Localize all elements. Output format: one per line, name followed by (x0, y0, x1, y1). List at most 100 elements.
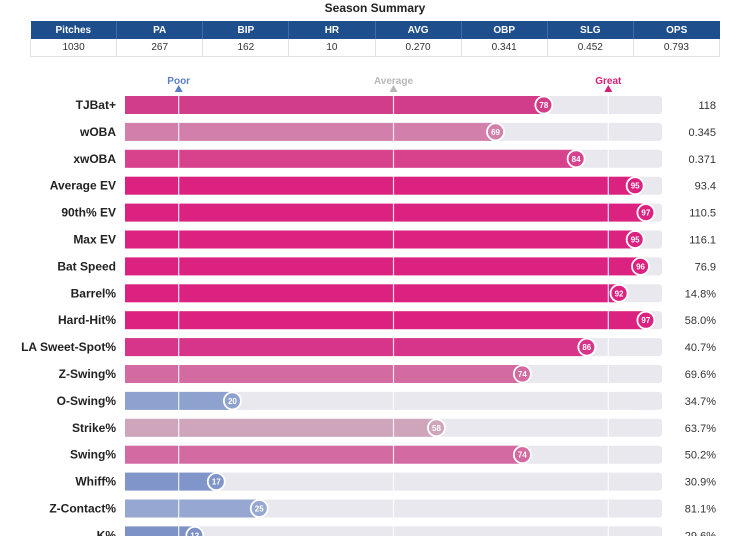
stat-value-k: 29.6% (685, 530, 716, 536)
bar-hard-hit (125, 311, 646, 330)
metric-label-z-contact: Z-Contact% (49, 502, 116, 516)
scale-marker-average (389, 85, 398, 92)
summary-header-pa: PA (116, 21, 204, 39)
stat-value-max-ev: 116.1 (689, 235, 716, 247)
percentile-dot-z-swing (512, 364, 532, 384)
stat-value-90th-ev: 110.5 (689, 208, 716, 220)
summary-value-ops: 0.793 (633, 39, 721, 57)
percentile-dot-max-ev (625, 230, 645, 249)
percentile-label-whiff: 17 (212, 478, 221, 487)
season-summary-table: Pitches PA BIP HR AVG OBP SLG OPS 1030 267 162 10 0… (29, 21, 721, 57)
scale-label-average: Average (374, 76, 414, 87)
percentile-dots: 78 69 84 95 97 95 96 92 97 86 74 20 58 74 17 25 13 (185, 95, 656, 536)
stat-value-z-swing: 69.6% (685, 369, 716, 381)
metric-label-whiff: Whiff% (75, 475, 116, 489)
percentile-label-woba: 69 (491, 128, 500, 137)
summary-value-avg: 0.270 (375, 39, 462, 57)
percentile-label-average-ev: 95 (631, 182, 640, 191)
percentile-dot-woba (486, 122, 505, 142)
summary-value-pitches: 1030 (29, 39, 118, 57)
reference-lines (178, 94, 609, 536)
summary-value-slg: 0.452 (547, 39, 634, 57)
bar-la-sweet-spot (125, 338, 587, 357)
percentile-label-swing: 74 (518, 451, 527, 460)
percentile-label-la-sweet-spot: 86 (582, 343, 591, 352)
bar-whiff (125, 472, 217, 491)
percentile-label-bat-speed: 96 (636, 262, 645, 271)
percentile-label-hard-hit: 97 (641, 316, 650, 325)
stat-value-z-contact: 81.1% (685, 504, 716, 516)
summary-value-obp: 0.341 (461, 39, 548, 57)
summary-header-avg: AVG (375, 21, 462, 39)
metric-label-la-sweet-spot: LA Sweet-Spot% (21, 340, 116, 354)
stat-value-bat-speed: 76.9 (695, 261, 716, 273)
summary-header-obp: OBP (461, 21, 548, 39)
stat-value-hard-hit: 58.0% (685, 315, 716, 327)
metric-label-bat-speed: Bat Speed (57, 259, 116, 273)
metric-label-barrel: Barrel% (71, 286, 117, 300)
percentile-dot-la-sweet-spot (577, 337, 597, 357)
summary-value-hr: 10 (288, 39, 376, 57)
percentile-dot-k (185, 526, 205, 536)
summary-header-slg: SLG (547, 21, 634, 39)
percentile-label-max-ev: 95 (631, 236, 640, 245)
bar-z-swing (125, 365, 523, 383)
metric-label-tjbat: TJBat+ (76, 98, 116, 112)
scale-label-great: Great (595, 76, 622, 87)
scale-marker-great (604, 85, 613, 92)
stat-value-strike: 63.7% (685, 423, 716, 435)
metric-label-k: K% (97, 528, 117, 536)
summary-header-hr: HR (288, 21, 376, 39)
metric-label-average-ev: Average EV (50, 179, 116, 193)
bar-average-ev (125, 176, 636, 195)
stat-value-la-sweet-spot: 40.7% (685, 342, 716, 354)
summary-header-pitches: Pitches (30, 21, 118, 39)
stat-value-woba: 0.345 (688, 127, 716, 139)
percentile-dot-barrel (609, 283, 629, 303)
percentile-dot-xwoba (566, 149, 586, 169)
metric-label-woba: wOBA (79, 125, 116, 139)
percentile-dot-tjbat (534, 95, 554, 115)
summary-header-row: Pitches PA BIP HR AVG OBP SLG OPS (30, 21, 720, 39)
metric-label-xwoba: xwOBA (73, 152, 116, 166)
percentile-label-o-swing: 20 (228, 397, 237, 406)
metric-label-90th-ev: 90th% EV (61, 206, 116, 220)
percentile-rows: TJBat+ 118 wOBA 0.345 xwOBA 0.371 Average EV 93… (21, 96, 716, 536)
percentile-dot-strike (427, 418, 446, 438)
bar-90th-ev (125, 203, 646, 222)
summary-header-bip: BIP (202, 21, 290, 39)
percentile-dot-bat-speed (631, 256, 650, 276)
bar-barrel (125, 284, 620, 303)
bar-xwoba (125, 149, 577, 168)
summary-value-pa: 267 (116, 39, 204, 57)
percentile-label-strike: 58 (432, 424, 441, 433)
bar-strike (125, 418, 437, 437)
metric-label-swing: Swing% (70, 448, 116, 462)
percentile-dot-z-contact (249, 499, 269, 518)
percentile-dot-o-swing (222, 391, 242, 411)
bar-max-ev (125, 230, 636, 249)
percentile-dot-swing (512, 445, 532, 465)
scale-marker-poor (174, 85, 183, 92)
percentile-dot-90th-ev (636, 203, 656, 223)
bar-k (125, 526, 195, 536)
scale-label-poor: Poor (167, 76, 190, 87)
percentile-label-k: 13 (190, 531, 199, 536)
percentile-label-xwoba: 84 (572, 155, 581, 164)
summary-title: Season Summary (324, 1, 426, 15)
summary-value-row: 1030 267 162 10 0.270 0.341 0.452 0.793 (29, 39, 721, 57)
stat-value-whiff: 30.9% (685, 477, 716, 489)
stat-value-o-swing: 34.7% (685, 396, 716, 408)
metric-label-z-swing: Z-Swing% (59, 367, 117, 381)
percentile-label-90th-ev: 97 (641, 209, 650, 218)
stat-value-average-ev: 93.4 (695, 181, 716, 193)
bar-swing (125, 445, 523, 464)
bar-tjbat (125, 96, 544, 114)
percentile-dot-average-ev (625, 176, 645, 196)
metric-label-max-ev: Max EV (73, 233, 116, 247)
percentile-label-barrel: 92 (615, 289, 624, 298)
bar-z-contact (125, 499, 260, 518)
metric-label-hard-hit: Hard-Hit% (58, 313, 116, 327)
summary-header-ops: OPS (633, 21, 720, 39)
